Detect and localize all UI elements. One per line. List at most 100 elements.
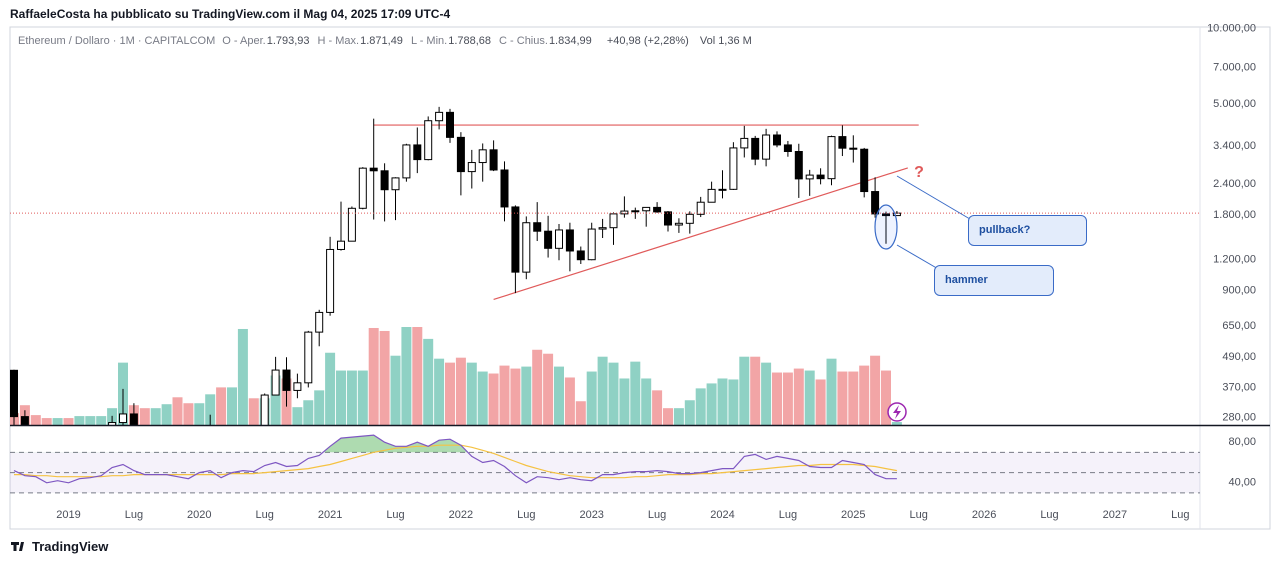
- legend-change: +40,98 (+2,28%): [606, 35, 689, 47]
- legend-value: 1.793,93: [266, 35, 310, 47]
- volume-bar: [848, 371, 859, 425]
- pullback-callout: pullback?: [968, 215, 1087, 246]
- x-tick-label: 2019: [56, 509, 80, 521]
- volume-bar: [772, 372, 782, 425]
- candle-body: [565, 229, 574, 252]
- candle-body: [751, 137, 760, 160]
- volume-bar: [663, 408, 673, 425]
- candle-body: [304, 331, 313, 384]
- legend-symbol: Ethereum / Dollaro · 1M · CAPITALCOM: [18, 35, 216, 47]
- candle-body: [10, 369, 18, 418]
- candle-body: [108, 422, 117, 425]
- x-tick-label: 2021: [318, 509, 342, 521]
- y-tick-label: 650,00: [1222, 320, 1256, 332]
- volume-bar: [804, 370, 815, 425]
- candle-body: [707, 188, 716, 203]
- legend-value: 1.788,68: [448, 35, 492, 47]
- legend-key: O - Aper.: [222, 35, 266, 47]
- x-tick-label: Lug: [386, 509, 404, 521]
- candle-body: [315, 311, 324, 333]
- candle-body: [587, 228, 596, 261]
- candle-body: [773, 134, 781, 146]
- candle-body: [642, 206, 651, 212]
- volume-bar: [739, 356, 750, 425]
- y-tick-label: 2.400,00: [1213, 178, 1256, 190]
- candle-body: [609, 213, 618, 229]
- candle-body: [555, 229, 563, 249]
- volume-bar: [477, 371, 488, 425]
- candle-body: [718, 188, 727, 191]
- x-tick-label: 2026: [972, 509, 996, 521]
- x-tick-label: Lug: [648, 509, 666, 521]
- volume-bar: [401, 327, 412, 425]
- y-tick-label: 900,00: [1222, 285, 1256, 297]
- legend-key: H - Max.: [317, 35, 360, 47]
- candle-body: [598, 227, 607, 230]
- rsi-tick-label: 40,00: [1228, 477, 1256, 489]
- candle-body: [456, 136, 465, 173]
- candle-body: [653, 206, 662, 213]
- axes: 10.000,00 7.000,00 5.000,00 3.400,00 2.400,0…: [56, 22, 1256, 520]
- volume-bar: [412, 327, 423, 425]
- volume-bar: [336, 370, 346, 425]
- volume-bar: [368, 327, 379, 425]
- volume-bar: [314, 390, 325, 425]
- candle-body: [413, 144, 422, 161]
- volume-bar: [303, 400, 314, 425]
- candle-body: [424, 120, 433, 161]
- volume-bar: [325, 352, 336, 425]
- volume-bar: [488, 373, 499, 425]
- volume-bar: [466, 362, 477, 425]
- volume-bar: [826, 358, 837, 425]
- volume-bar: [673, 408, 684, 425]
- volume-bar: [859, 365, 870, 425]
- volume-bar: [793, 368, 804, 425]
- legend-value: 1.871,49: [360, 35, 403, 47]
- candle-body: [478, 149, 487, 164]
- candle-body: [489, 149, 498, 171]
- rsi-tick-label: 80,00: [1228, 436, 1256, 448]
- candle-body: [620, 210, 629, 215]
- y-tick-label: 10.000,00: [1207, 22, 1256, 34]
- volume-bar: [216, 387, 227, 425]
- volume-bar: [445, 362, 455, 425]
- candle-body: [892, 212, 901, 217]
- candle-body: [740, 137, 749, 149]
- volume-bar: [85, 416, 96, 425]
- x-tick-label: 2024: [710, 509, 734, 521]
- candle-body: [337, 240, 345, 250]
- x-tick-label: 2027: [1103, 509, 1127, 521]
- candle-body: [631, 210, 640, 213]
- candle-body: [838, 136, 847, 149]
- candle-body: [119, 413, 127, 424]
- x-tick-label: 2023: [579, 509, 603, 521]
- volume-bar: [423, 338, 434, 425]
- event-icon-bolt: [893, 405, 901, 419]
- volume-bar: [248, 398, 259, 425]
- hammer-ellipse: [874, 204, 898, 250]
- volume-bar: [586, 371, 597, 425]
- volume-bar: [346, 370, 357, 425]
- volume-bar: [379, 330, 390, 425]
- pullback-pointer: [896, 175, 976, 223]
- candle-body: [827, 136, 836, 180]
- y-tick-label: 1.800,00: [1213, 209, 1256, 221]
- question-mark: ?: [914, 164, 924, 181]
- y-tick-label: 370,00: [1222, 381, 1256, 393]
- legend: Ethereum / Dollaro · 1M · CAPITALCOM O -…: [18, 35, 760, 47]
- candle-body: [762, 134, 771, 160]
- volume-bar: [608, 362, 619, 425]
- candle-body: [685, 213, 694, 224]
- y-tick-label: 7.000,00: [1213, 61, 1256, 73]
- x-tick-label: 2022: [449, 509, 473, 521]
- candle-body: [282, 369, 291, 391]
- candle-body: [326, 248, 335, 313]
- volume-bar: [717, 378, 728, 425]
- volume-bar: [292, 407, 303, 425]
- volume-bar: [695, 388, 706, 425]
- legend-key: L - Min.: [410, 35, 448, 47]
- volume-bar: [630, 361, 641, 425]
- volume-bar: [706, 383, 717, 425]
- hammer-callout: hammer: [934, 265, 1054, 296]
- volume-bar: [270, 375, 281, 425]
